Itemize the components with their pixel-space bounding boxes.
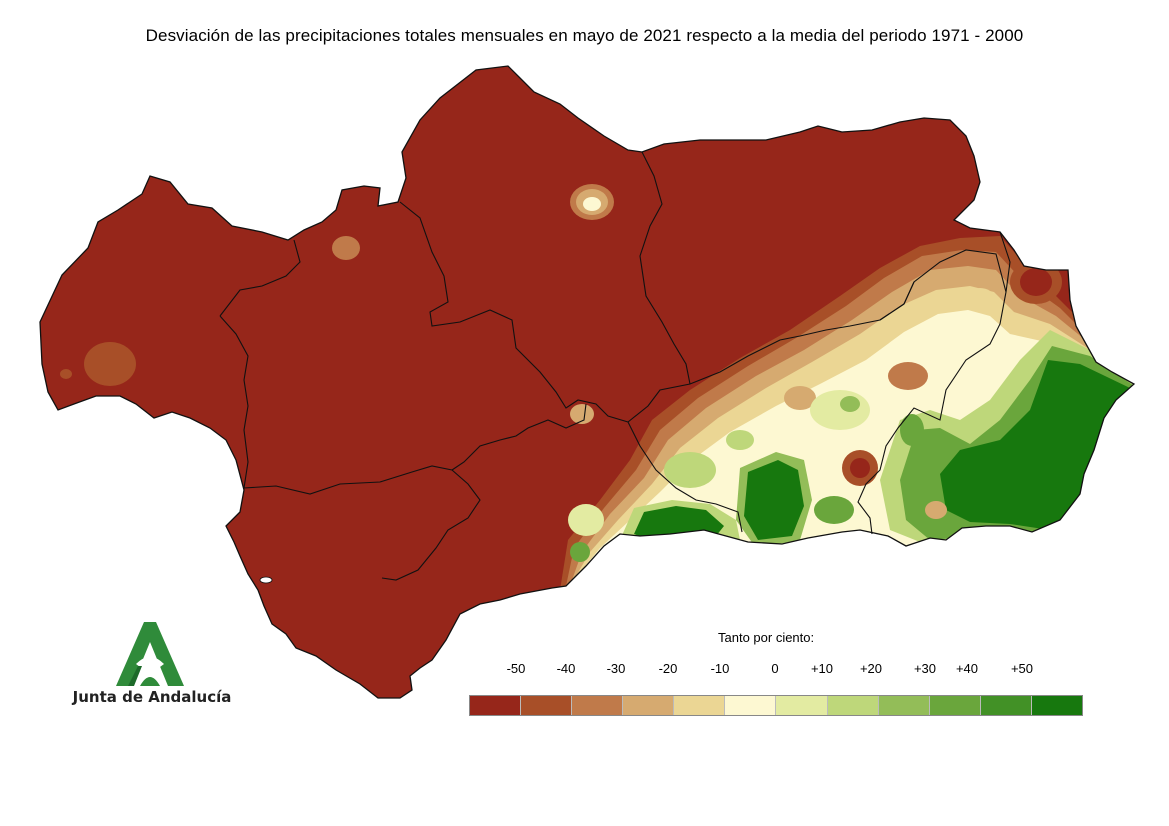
legend-swatch — [725, 696, 777, 715]
anomaly-wet-plus10 — [664, 452, 716, 488]
anomaly-spot-cordoba-north — [583, 197, 601, 211]
legend-tick-label: +40 — [955, 661, 979, 676]
legend-tick-label: -20 — [658, 661, 678, 676]
legend-swatch — [878, 696, 930, 715]
anomaly-field — [60, 184, 1134, 600]
anomaly-wet-plus20 — [726, 430, 754, 450]
legend-color-ramp — [469, 695, 1083, 716]
legend-swatch — [470, 696, 522, 715]
legend-tick-label: -10 — [710, 661, 730, 676]
anomaly-pocket — [925, 501, 947, 519]
legend-tick-label: +10 — [810, 661, 834, 676]
anomaly-spot-huelva — [84, 342, 136, 386]
anomaly-pocket — [784, 386, 816, 410]
anomaly-pocket — [966, 288, 994, 308]
anomaly-wet-plus40 — [570, 542, 590, 562]
junta-andalucia-logo-icon — [116, 622, 184, 686]
legend-swatch — [623, 696, 675, 715]
cadiz-bay — [259, 576, 273, 584]
junta-andalucia-logo: Junta de Andalucía — [62, 614, 242, 714]
legend-swatch — [572, 696, 624, 715]
map-title: Desviación de las precipitaciones totale… — [145, 26, 1024, 45]
province-borders — [219, 151, 1011, 581]
anomaly-wet-plus30 — [814, 496, 854, 524]
anomaly-wet-plus30 — [900, 414, 924, 446]
anomaly-wet-plus10 — [810, 390, 870, 430]
anomaly-pocket — [888, 362, 928, 390]
legend-tick-label: +50 — [1010, 661, 1034, 676]
anomaly-spot-huelva-small — [60, 369, 72, 379]
legend-tick-label: -30 — [606, 661, 626, 676]
legend-swatch — [980, 696, 1032, 715]
legend-swatch — [776, 696, 828, 715]
legend-swatch — [674, 696, 726, 715]
legend-title: Tanto por ciento: — [718, 630, 815, 645]
legend-tick-label: -50 — [506, 661, 526, 676]
anomaly-pocket — [850, 458, 870, 478]
anomaly-wet-central-core — [744, 460, 804, 540]
legend-swatch — [929, 696, 981, 715]
anomaly-wet-plus10 — [568, 504, 604, 536]
anomaly-pocket — [1020, 268, 1052, 296]
legend-swatch — [521, 696, 573, 715]
legend-tick-label: +30 — [913, 661, 937, 676]
legend-tick-label: -40 — [556, 661, 576, 676]
legend-tick-label: 0 — [771, 661, 779, 676]
anomaly-wet-plus20 — [840, 396, 860, 412]
legend-swatch — [827, 696, 879, 715]
logo-text: Junta de Andalucía — [72, 688, 232, 706]
anomaly-spot-antequera — [570, 404, 594, 424]
anomaly-spot-sevilla-north — [332, 236, 360, 260]
legend-tick-label: +20 — [859, 661, 883, 676]
legend-swatch — [1031, 696, 1082, 715]
